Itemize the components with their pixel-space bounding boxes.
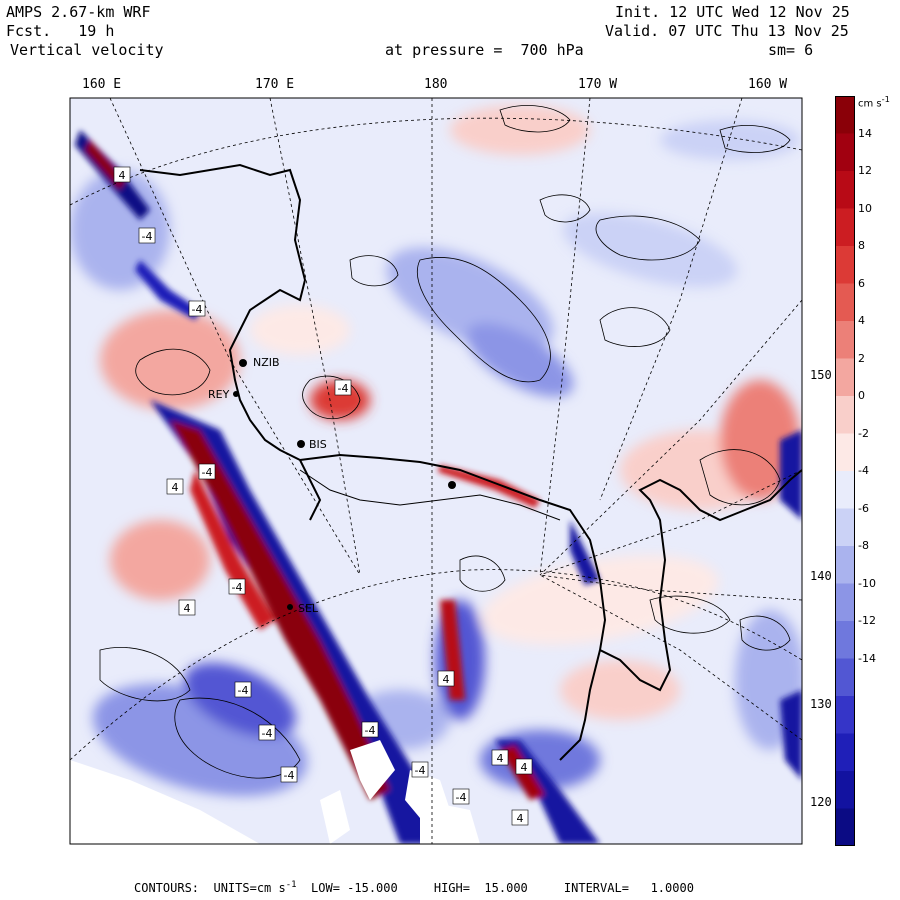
station-bis: BIS (309, 438, 327, 451)
colorbar-segment (835, 396, 855, 434)
colorbar-segment (835, 96, 855, 134)
colorbar-tick-label: -6 (858, 501, 869, 515)
station-markers (233, 359, 456, 610)
colorbar-tick-label: -2 (858, 426, 869, 440)
lon-label-170e: 170 E (255, 77, 295, 92)
masked-regions (70, 740, 480, 844)
station-rey: REY (208, 388, 230, 401)
graticule (70, 98, 802, 844)
colorbar-segment (835, 171, 855, 209)
contour-info: CONTOURS: UNITS=cm s-1 LOW= -15.000 HIGH… (134, 880, 694, 895)
forecast-hour: Fcst. 19 h (6, 22, 115, 40)
lon-label-180: 180 (424, 77, 448, 92)
model-title: AMPS 2.67-km WRF (6, 3, 151, 21)
colorbar-segment (835, 133, 855, 172)
colorbar-tick-label: -4 (858, 464, 869, 477)
colorbar-segment (835, 321, 855, 359)
colorbar-segment (835, 508, 855, 547)
colorbar (835, 96, 855, 846)
colorbar-tick-label: -14 (858, 651, 876, 665)
lon-label-160e: 160 E (82, 77, 122, 92)
field-name: Vertical velocity (10, 41, 164, 59)
colorbar-tick-label: -8 (858, 539, 869, 552)
colorbar-segment (835, 208, 855, 247)
colorbar-tick-label: 2 (858, 351, 865, 365)
colorbar-segment (835, 621, 855, 659)
grounding-line (299, 469, 561, 521)
colorbar-segment (835, 771, 855, 809)
colorbar-tick-label: 6 (858, 276, 865, 290)
colorbar-unit: cm s-1 (858, 94, 890, 110)
footer-units: CONTOURS: UNITS=cm s (134, 881, 286, 895)
colorbar-segment (835, 546, 855, 584)
colorbar-segment (835, 358, 855, 397)
pressure-level: at pressure = 700 hPa (385, 41, 584, 59)
colorbar-tick-label: 10 (858, 201, 872, 215)
station-sel: SEL (298, 602, 319, 615)
colorbar-segment (835, 696, 855, 734)
footer-low: LOW= -15.000 (311, 881, 398, 895)
lon-label-160w: 160 W (748, 77, 788, 92)
coastline (139, 163, 802, 761)
init-time: Init. 12 UTC Wed 12 Nov 25 (615, 3, 850, 21)
colorbar-segment (835, 283, 855, 322)
colorbar-tick-label: 14 (858, 126, 872, 140)
footer-high: HIGH= 15.000 (433, 881, 528, 895)
colorbar-segment (835, 658, 855, 697)
colorbar-tick-label: 4 (858, 314, 865, 327)
footer-units-exp: -1 (285, 880, 297, 890)
valid-time: Valid. 07 UTC Thu 13 Nov 25 (605, 22, 849, 40)
colorbar-segment (835, 733, 855, 772)
colorbar-tick-label: 8 (858, 239, 865, 252)
colorbar-tick-label: -10 (858, 576, 876, 590)
colorbar-segment (835, 433, 855, 472)
colorbar-tick-label: 12 (858, 164, 872, 177)
colorbar-segment (835, 808, 855, 846)
colorbar-segment (835, 246, 855, 284)
colorbar-segment (835, 583, 855, 622)
colorbar-tick-label: 0 (858, 389, 865, 402)
colorbar-tick-label: -12 (858, 614, 876, 627)
station-nzib: NZIB (253, 356, 280, 369)
contour-lines (99, 105, 791, 779)
lon-label-170w: 170 W (578, 77, 618, 92)
footer-interval: INTERVAL= 1.0000 (563, 881, 694, 895)
colorbar-segment (835, 471, 855, 509)
smoothing: sm= 6 (768, 41, 814, 59)
